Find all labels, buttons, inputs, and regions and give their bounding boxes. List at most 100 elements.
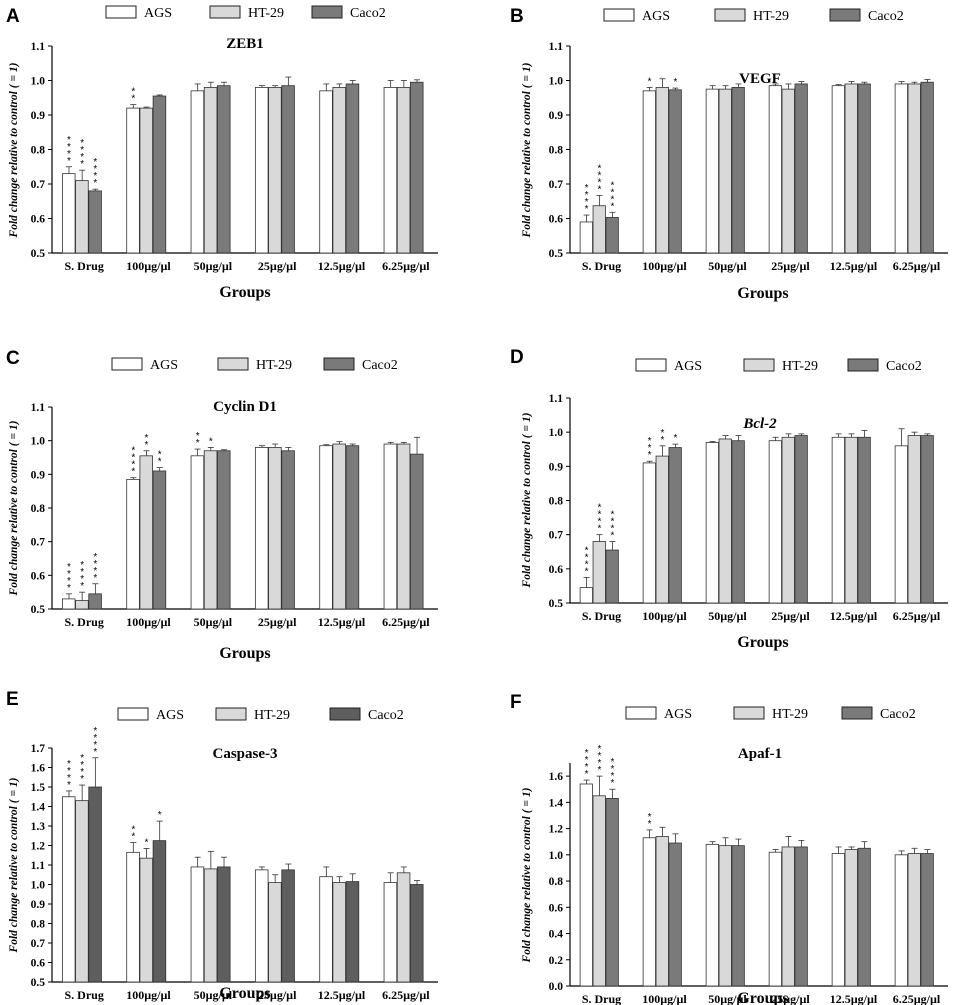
legend-swatch-ags [117, 707, 149, 721]
bar-ht-29-4 [844, 83, 858, 254]
bar-ht-29-1 [655, 87, 669, 254]
significance-star: * [598, 765, 602, 776]
x-category-label: 100µg/µl [642, 609, 687, 623]
x-category-label: 12.5µg/µl [830, 992, 878, 1005]
y-tick-label: 1.1 [31, 402, 46, 414]
bar-ags-4 [319, 445, 333, 610]
significance-star: * [67, 576, 71, 587]
bar-ags-4 [831, 85, 845, 254]
significance-star: * [673, 77, 677, 88]
bar-caco2-1 [152, 840, 167, 983]
bar-ht-29-3 [781, 846, 795, 987]
significance-star: * [67, 583, 71, 594]
legend-swatch-caco2 [323, 357, 355, 371]
significance-star: * [67, 149, 71, 160]
significance-star: * [80, 753, 84, 764]
significance-star: * [598, 524, 602, 535]
bar-ht-29-5 [907, 435, 921, 604]
y-tick-label: 1.5 [31, 782, 46, 794]
significance-star: * [131, 94, 135, 105]
x-category-label: 25µg/µl [771, 609, 810, 623]
legend-swatch-ags [105, 5, 137, 19]
significance-star: * [93, 171, 97, 182]
y-tick-label: 0.7 [549, 179, 564, 191]
x-category-label: 50µg/µl [194, 988, 233, 1002]
significance-star: * [585, 566, 589, 577]
significance-star: * [610, 531, 614, 542]
bar-caco2-1 [668, 89, 682, 254]
x-category-label: 25µg/µl [258, 988, 297, 1002]
significance-star: * [67, 766, 71, 777]
y-axis-label: Fold change relative to control ( = 1) [8, 420, 20, 596]
bar-ags-1 [642, 837, 656, 987]
significance-star: * [661, 428, 665, 439]
significance-star: * [80, 581, 84, 592]
y-tick-label: 0.9 [549, 110, 564, 122]
bar-ht-29-5 [396, 87, 411, 254]
bar-ags-5 [383, 87, 398, 254]
bar-caco2-5 [920, 853, 934, 987]
legend-label-ht-29: HT-29 [753, 9, 789, 24]
legend-label-caco2: Caco2 [880, 707, 916, 722]
y-tick-label: 0.6 [31, 958, 46, 970]
bar-ht-29-2 [203, 87, 218, 254]
y-tick-label: 1.0 [31, 436, 46, 448]
y-tick-label: 0.9 [549, 461, 564, 473]
panel-c: C AGS HT-29 Caco2 Cyclin D1 0.5 0.6 0.7 0.8 0.9 1.… [6, 348, 438, 662]
bar-caco2-2 [731, 87, 745, 254]
y-tick-label: 1.1 [31, 41, 46, 53]
legend-label-ht-29: HT-29 [254, 708, 290, 723]
x-category-label: 6.25µg/µl [893, 259, 941, 273]
y-tick-label: 1.1 [31, 860, 46, 872]
x-category-label: 6.25µg/µl [382, 615, 430, 629]
significance-star: * [67, 156, 71, 167]
y-tick-label: 0.9 [31, 899, 46, 911]
bar-caco2-3 [281, 869, 295, 983]
significance-star: * [585, 545, 589, 556]
bar-caco2-5 [410, 453, 424, 610]
legend-swatch-ags [635, 358, 667, 372]
significance-star: * [610, 187, 614, 198]
x-category-label: 50µg/µl [708, 609, 747, 623]
bar-caco2-4 [345, 83, 360, 254]
bar-caco2-0 [88, 190, 102, 254]
significance-star: * [67, 142, 71, 153]
significance-star: * [131, 825, 135, 836]
bar-ags-1 [126, 851, 140, 983]
significance-star: * [585, 755, 589, 766]
x-category-label: 6.25µg/µl [382, 988, 430, 1002]
bar-ags-5 [383, 882, 398, 983]
bar-ags-5 [383, 443, 398, 610]
significance-star: * [131, 446, 135, 457]
significance-star: * [80, 574, 84, 585]
significance-star: * [80, 159, 84, 170]
significance-star: * [648, 819, 652, 830]
x-category-label: 12.5µg/µl [830, 609, 878, 623]
bar-caco2-3 [794, 435, 808, 604]
bar-caco2-0 [605, 217, 619, 254]
bar-ags-3 [254, 446, 269, 610]
bar-ags-4 [319, 90, 333, 254]
y-tick-label: 0.8 [549, 496, 564, 508]
significance-star: * [610, 201, 614, 212]
significance-star: * [585, 190, 589, 201]
legend-swatch-ht-29 [733, 706, 765, 720]
x-category-label: 12.5µg/µl [318, 615, 366, 629]
bar-ags-5 [894, 854, 908, 987]
y-tick-label: 1.1 [549, 393, 564, 405]
legend-label-ags: AGS [674, 359, 702, 374]
significance-star: * [648, 450, 652, 461]
y-axis-label: Fold change relative to control ( = 1) [521, 62, 533, 238]
legend-label-caco2: Caco2 [350, 6, 386, 21]
significance-star: * [93, 164, 97, 175]
legend-label-ht-29: HT-29 [248, 6, 284, 21]
legend-label-ags: AGS [144, 6, 172, 21]
significance-star: * [585, 762, 589, 773]
bar-caco2-0 [88, 786, 102, 983]
significance-star: * [598, 163, 602, 174]
significance-star: * [585, 748, 589, 759]
bar-ags-5 [894, 445, 908, 604]
bar-caco2-0 [605, 549, 619, 604]
y-tick-label: 1.2 [31, 841, 46, 853]
y-tick-label: 0.5 [31, 604, 46, 616]
